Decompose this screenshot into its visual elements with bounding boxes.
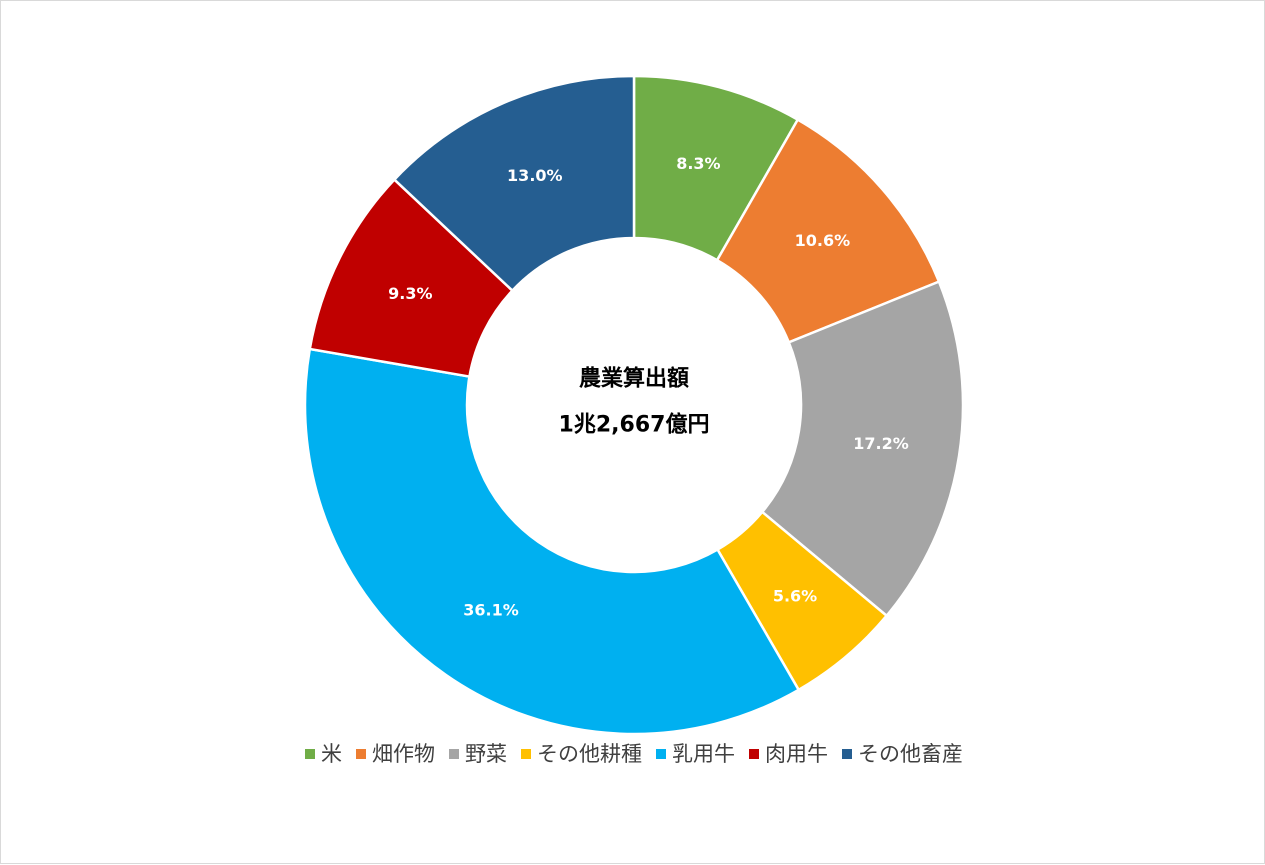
legend-label-3: 野菜 — [465, 742, 507, 766]
legend-swatch-2 — [356, 749, 366, 759]
legend-item-7: その他畜産 — [842, 742, 963, 766]
slice-label-7: 13.0% — [507, 166, 563, 185]
legend-swatch-1 — [305, 749, 315, 759]
legend-label-1: 米 — [321, 742, 342, 766]
slice-7 — [392, 74, 636, 293]
slice-label-1: 8.3% — [676, 154, 720, 173]
center-label-line-2: 1兆2,667億円 — [559, 412, 710, 438]
slice-label-6: 9.3% — [388, 284, 432, 303]
legend-swatch-7 — [842, 749, 852, 759]
slice-5 — [303, 347, 801, 736]
legend-label-7: その他畜産 — [858, 742, 963, 766]
legend-item-3: 野菜 — [449, 742, 507, 766]
slices-group — [303, 74, 965, 736]
center-label-group: 農業算出額 1兆2,667億円 — [559, 366, 710, 438]
slice-label-2: 10.6% — [795, 231, 851, 250]
legend-swatch-5 — [656, 749, 666, 759]
legend-swatch-3 — [449, 749, 459, 759]
legend-swatch-6 — [749, 749, 759, 759]
slice-label-4: 5.6% — [773, 587, 817, 606]
legend-label-5: 乳用牛 — [672, 742, 735, 766]
legend-item-6: 肉用牛 — [749, 742, 828, 766]
center-label-line-1: 農業算出額 — [579, 366, 689, 392]
slice-3 — [760, 279, 965, 618]
legend-item-1: 米 — [305, 742, 342, 766]
slice-label-5: 36.1% — [463, 601, 519, 620]
slice-labels-group: 8.3% 10.6% 17.2% 5.6% 36.1% 9.3% 13.0% — [388, 154, 909, 620]
legend-swatch-4 — [521, 749, 531, 759]
legend-label-6: 肉用牛 — [765, 742, 828, 766]
slice-label-3: 17.2% — [853, 434, 909, 453]
legend-item-4: その他耕種 — [521, 742, 642, 766]
legend: 米 畑作物 野菜 その他耕種 乳用牛 肉用牛 その他畜産 — [305, 742, 963, 766]
legend-item-5: 乳用牛 — [656, 742, 735, 766]
legend-item-2: 畑作物 — [356, 742, 435, 766]
legend-label-4: その他耕種 — [537, 742, 642, 766]
legend-label-2: 畑作物 — [372, 742, 435, 766]
